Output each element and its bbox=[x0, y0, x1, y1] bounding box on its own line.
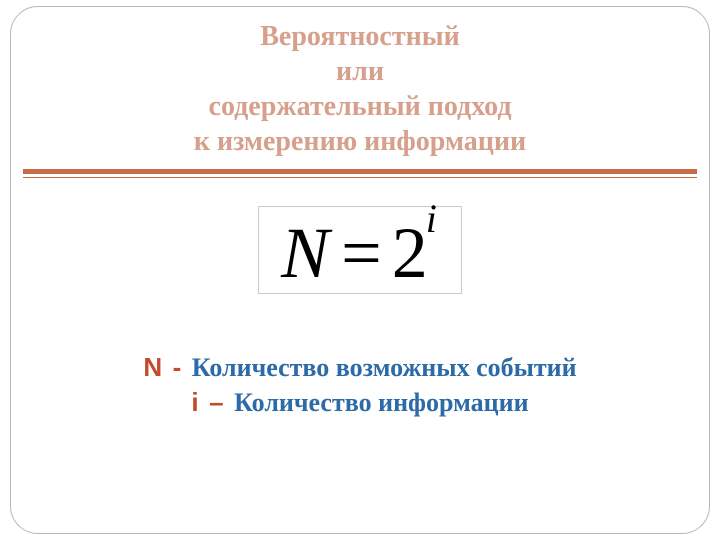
legend-definition-0: Количество возможных событий bbox=[192, 353, 577, 382]
title-line-3: содержательный подход bbox=[11, 89, 709, 124]
legend-definition-1: Количество информации bbox=[234, 388, 528, 417]
formula-container: N=2i bbox=[11, 206, 709, 294]
slide-title: Вероятностный или содержательный подход … bbox=[11, 7, 709, 169]
formula-exp: i bbox=[426, 196, 437, 241]
rule-thick bbox=[23, 169, 697, 174]
legend-sep-0: - bbox=[173, 352, 182, 382]
legend-sep-1: – bbox=[209, 387, 223, 417]
formula: N=2i bbox=[258, 206, 462, 294]
title-underline bbox=[23, 169, 697, 178]
title-line-1: Вероятностный bbox=[11, 19, 709, 54]
legend-row-0: N - Количество возможных событий bbox=[11, 350, 709, 385]
legend-symbol-0: N bbox=[143, 352, 162, 382]
formula-eq: = bbox=[341, 213, 382, 293]
rule-thin bbox=[23, 177, 697, 178]
title-line-2: или bbox=[11, 54, 709, 89]
formula-base: 2 bbox=[392, 213, 428, 293]
formula-lhs: N bbox=[281, 213, 331, 293]
legend-row-1: i – Количество информации bbox=[11, 385, 709, 420]
slide-frame: Вероятностный или содержательный подход … bbox=[10, 6, 710, 534]
title-line-4: к измерению информации bbox=[11, 124, 709, 159]
legend-symbol-1: i bbox=[191, 387, 198, 417]
legend: N - Количество возможных событий i – Кол… bbox=[11, 350, 709, 420]
